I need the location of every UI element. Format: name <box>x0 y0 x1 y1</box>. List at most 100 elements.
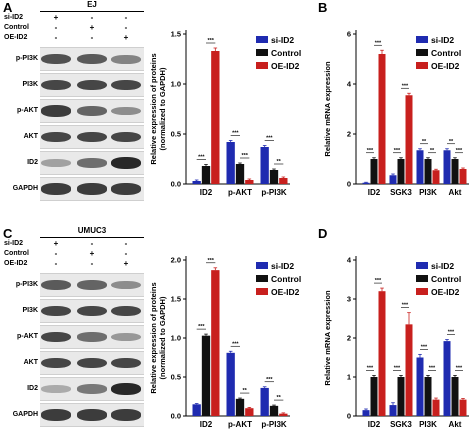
bar <box>378 291 386 416</box>
condition-sign: - <box>54 259 58 268</box>
blot-band <box>77 53 107 65</box>
blot-band <box>111 305 141 317</box>
y-tick-label: 2 <box>347 334 351 343</box>
panel-letter-d: D <box>318 226 328 241</box>
condition-label: si-ID2 <box>4 240 24 247</box>
blot-band <box>111 280 141 290</box>
blot-band <box>41 331 71 343</box>
bar <box>416 150 424 184</box>
y-axis-label: Relative mRNA expression <box>323 61 332 157</box>
blot-strip <box>40 273 144 297</box>
blot-band <box>41 183 71 195</box>
condition-label: Control <box>4 250 29 257</box>
blot-strip <box>40 325 144 349</box>
blot-strip <box>40 151 144 175</box>
y-axis-label: Relative expression of proteins(normaliz… <box>149 53 167 164</box>
bar <box>405 324 413 416</box>
y-axis-label: Relative expression of proteins(normaliz… <box>149 282 167 393</box>
bar <box>424 377 432 416</box>
y-axis-label: Relative mRNA expression <box>323 290 332 386</box>
blot-strip <box>40 403 144 427</box>
blot-band <box>41 105 71 117</box>
blot-band <box>41 79 71 91</box>
condition-sign: - <box>124 13 128 22</box>
blot-band <box>77 409 107 421</box>
legend-swatch <box>416 36 428 43</box>
legend-swatch <box>416 49 428 56</box>
western-blot-ej: EJ si-ID2 + - - Control - + - OE-ID2- - + p-PI3K PI3… <box>4 0 154 205</box>
bar <box>451 377 459 416</box>
panel-letter-c: C <box>3 226 13 241</box>
legend-label: Control <box>431 274 461 284</box>
significance-label: *** <box>198 155 205 161</box>
y-tick-label: 0.0 <box>171 180 181 189</box>
x-tick-label: ID2 <box>368 188 381 197</box>
blot-band <box>41 53 71 65</box>
y-tick-label: 1.0 <box>171 80 181 89</box>
bar <box>443 150 451 184</box>
y-tick-label: 0 <box>347 180 351 189</box>
blot-band <box>111 131 141 143</box>
bar <box>397 377 405 416</box>
condition-sign: - <box>54 249 58 258</box>
bar <box>416 357 424 416</box>
legend-label: OE-ID2 <box>431 287 460 297</box>
condition-sign: - <box>124 23 128 32</box>
significance-label: *** <box>207 38 214 44</box>
y-tick-label: 2 <box>347 130 351 139</box>
x-tick-label: p-PI3K <box>261 188 287 197</box>
significance-label: *** <box>394 148 401 154</box>
cell-line-underline <box>40 11 144 12</box>
legend-swatch <box>256 36 268 43</box>
y-tick-label: 0 <box>347 412 351 421</box>
significance-label: ** <box>449 139 454 145</box>
western-blot-umuc3: UMUC3 si-ID2 + - - Control - + - OE-ID2- - + p-PI3K… <box>4 226 154 431</box>
condition-sign: - <box>124 249 128 258</box>
bar <box>235 164 245 184</box>
blot-row-label: PI3K <box>22 81 38 88</box>
blot-band <box>41 279 71 291</box>
bar <box>192 404 201 416</box>
significance-label: *** <box>266 377 273 383</box>
blot-strip <box>40 73 144 97</box>
bar-chart-a: Relative expression of proteins(normaliz… <box>149 30 301 198</box>
bar <box>432 399 440 416</box>
significance-label: ** <box>422 139 427 145</box>
legend-label: Control <box>271 274 301 284</box>
y-axis-label-line: Relative expression of proteins <box>149 282 158 393</box>
legend-swatch <box>416 275 428 282</box>
blot-band <box>41 357 71 369</box>
bar <box>279 178 288 184</box>
significance-label: ** <box>277 159 282 165</box>
significance-label: *** <box>429 365 436 371</box>
x-tick-label: Akt <box>449 420 462 429</box>
y-tick-label: 1.0 <box>171 334 181 343</box>
x-tick-label: SGK3 <box>390 188 412 197</box>
cell-line-underline <box>40 237 144 238</box>
y-tick-label: 4 <box>347 80 352 89</box>
blot-strip <box>40 47 144 71</box>
blot-band <box>111 54 141 64</box>
x-tick-label: Akt <box>449 188 462 197</box>
condition-sign: - <box>54 33 58 42</box>
blot-strip <box>40 125 144 149</box>
y-tick-label: 3 <box>347 295 351 304</box>
bar <box>443 341 451 416</box>
blot-strip <box>40 177 144 201</box>
condition-label: OE-ID2 <box>4 260 28 267</box>
condition-sign: - <box>124 239 128 248</box>
blot-band <box>77 384 107 394</box>
bar <box>362 410 370 416</box>
bar <box>260 147 269 184</box>
legend-swatch <box>256 288 268 295</box>
y-tick-label: 1.5 <box>171 30 181 39</box>
blot-band <box>77 183 107 195</box>
significance-label: *** <box>456 148 463 154</box>
blot-band <box>41 131 71 143</box>
blot-band <box>111 183 141 195</box>
blot-row-label: ID2 <box>27 385 38 392</box>
bar-chart-c: Relative expression of proteins(normaliz… <box>149 256 301 430</box>
condition-sign: - <box>90 33 94 42</box>
bar <box>432 170 440 184</box>
